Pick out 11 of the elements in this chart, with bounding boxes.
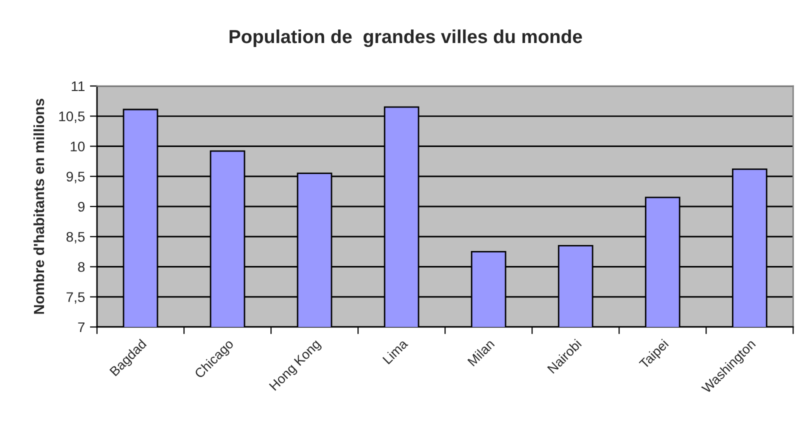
y-tick-label: 8,5 bbox=[66, 232, 85, 244]
y-tick-label: 10 bbox=[70, 142, 85, 152]
y-tick-label: 10,5 bbox=[59, 111, 85, 123]
y-tick-label: 8 bbox=[78, 262, 85, 272]
chart-title: Population de grandes villes du monde bbox=[230, 29, 582, 48]
y-tick-label: 11 bbox=[72, 81, 85, 92]
y-axis-title: Nombre d'habitants en millions bbox=[33, 98, 44, 314]
y-tick-label: 7,5 bbox=[66, 292, 85, 304]
y-tick-label: 7 bbox=[78, 322, 84, 332]
y-tick-label: 9 bbox=[78, 202, 85, 212]
y-tick-label: 9,5 bbox=[66, 172, 85, 184]
